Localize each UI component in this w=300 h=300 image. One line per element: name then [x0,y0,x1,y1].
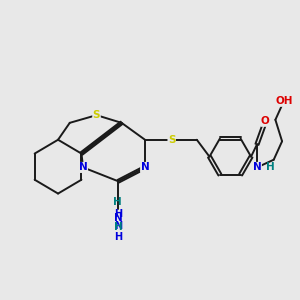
Text: H: H [115,222,123,232]
Text: H: H [266,162,275,172]
Text: N: N [115,213,123,224]
Text: OH: OH [275,96,292,106]
Text: N: N [253,162,261,172]
Text: H: H [113,197,122,207]
Text: S: S [168,135,176,145]
Text: N: N [141,162,149,172]
Text: N: N [79,162,88,172]
Text: O: O [261,116,270,126]
Text: H
N
H: H N H [114,209,122,242]
Text: S: S [93,110,100,120]
